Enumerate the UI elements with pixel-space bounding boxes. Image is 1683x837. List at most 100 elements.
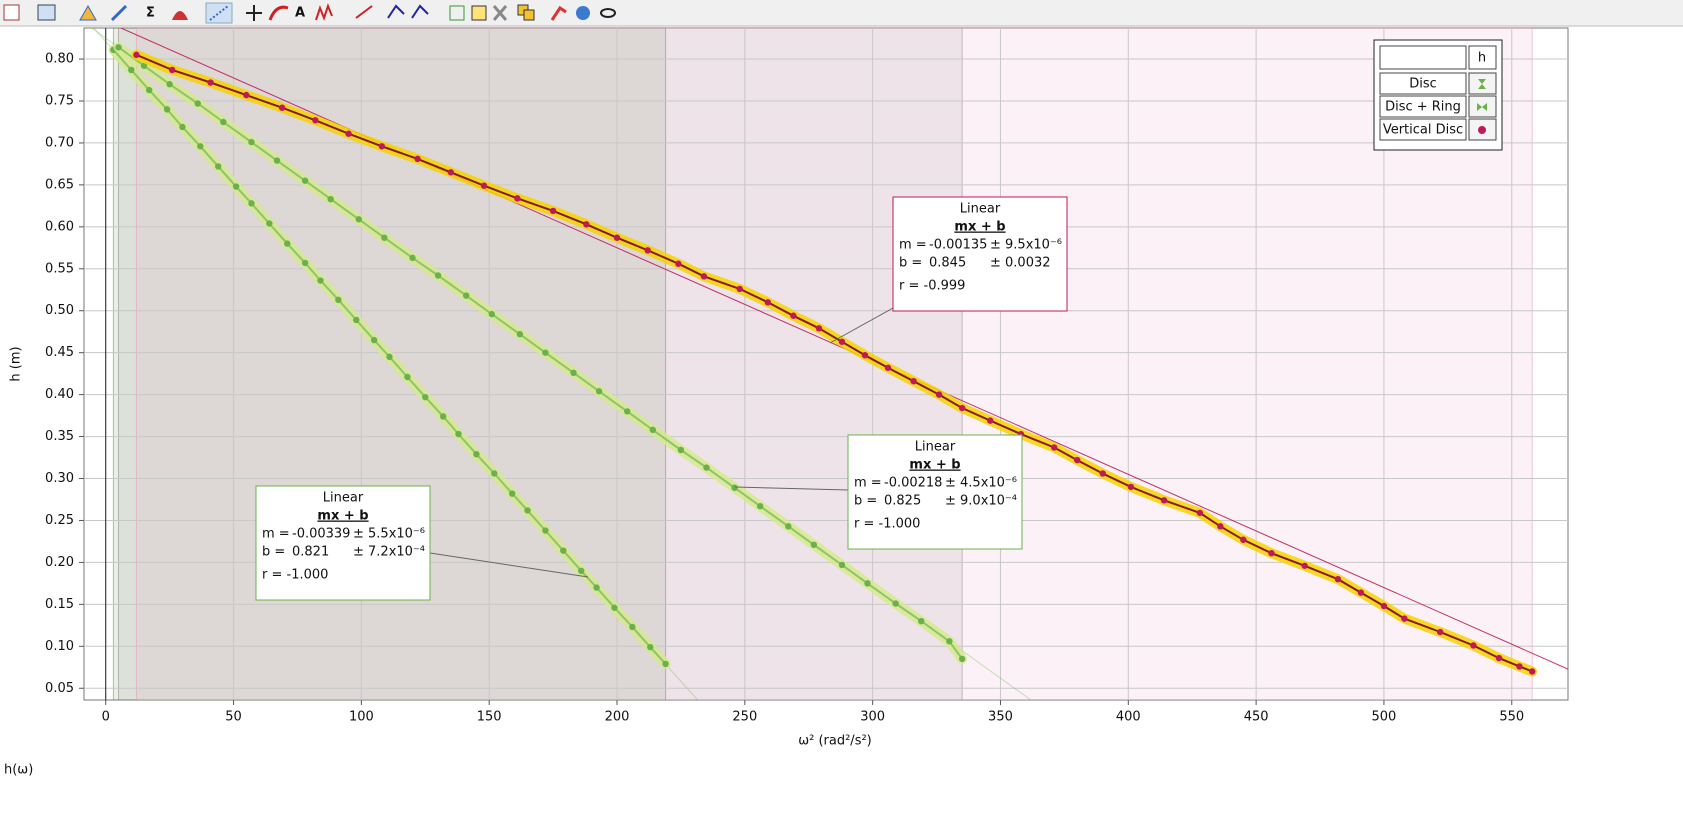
- legend-cell: [1468, 72, 1497, 95]
- data-point: [815, 325, 823, 332]
- tool-icon[interactable]: [550, 5, 567, 21]
- tool-icon[interactable]: [387, 4, 405, 19]
- data-point: [583, 221, 590, 228]
- data-point: [194, 100, 201, 107]
- fit-m-value: -0.00135: [929, 238, 987, 253]
- tool-icon[interactable]: [268, 5, 289, 21]
- x-tick-label: 400: [1116, 710, 1141, 725]
- data-point: [935, 391, 943, 398]
- x-axis-label: ω² (rad²/s²): [798, 734, 872, 749]
- tool-icon[interactable]: Σ: [146, 6, 155, 21]
- data-point: [301, 177, 309, 184]
- tool-icon[interactable]: [523, 9, 535, 21]
- x-tick-label: 150: [477, 710, 502, 725]
- data-point: [662, 660, 669, 668]
- legend-cell: [1379, 45, 1467, 70]
- y-tick-label: 0.30: [45, 471, 74, 486]
- data-point: [764, 299, 772, 306]
- data-point: [353, 316, 360, 324]
- x-tick-label: 500: [1372, 710, 1397, 725]
- data-point: [1196, 509, 1204, 517]
- tool-icon[interactable]: [205, 2, 233, 24]
- legend[interactable]: h Disc Disc + Ring Vertical Disc: [1373, 39, 1503, 151]
- fit-m-value: -0.00339: [292, 527, 350, 542]
- x-tick-label: 0: [102, 710, 110, 725]
- legend-header: h: [1478, 51, 1486, 66]
- tool-icon[interactable]: [411, 4, 429, 19]
- y-tick-label: 0.05: [45, 681, 74, 696]
- fit-m-value: -0.00218: [884, 476, 942, 491]
- data-point: [488, 310, 495, 318]
- data-point: [1357, 589, 1365, 596]
- data-point: [1470, 642, 1477, 649]
- tool-icon[interactable]: [246, 5, 262, 21]
- data-point: [1495, 654, 1503, 662]
- fit-r: r = -1.000: [262, 568, 328, 583]
- data-point: [785, 523, 792, 530]
- fit-b-value: 0.825: [884, 494, 921, 509]
- data-point: [491, 470, 498, 477]
- data-point: [381, 234, 388, 241]
- tool-icon[interactable]: [449, 5, 465, 21]
- fit-r: r = -1.000: [854, 517, 920, 532]
- y-tick-label: 0.75: [45, 93, 74, 108]
- data-point: [166, 81, 173, 88]
- data-point: [473, 450, 480, 458]
- fit-b-error: ± 0.0032: [990, 256, 1051, 271]
- x-tick-label: 200: [605, 710, 630, 725]
- tool-icon[interactable]: [576, 6, 590, 20]
- tool-icon[interactable]: [3, 4, 20, 21]
- data-point: [414, 155, 421, 163]
- tool-icon[interactable]: [172, 11, 188, 20]
- tool-icon[interactable]: [110, 4, 128, 22]
- data-point: [317, 277, 324, 284]
- data-point: [810, 541, 818, 548]
- data-point: [220, 118, 227, 126]
- data-point: [232, 183, 240, 190]
- data-point: [675, 260, 682, 267]
- x-tick-label: 250: [732, 710, 757, 725]
- fit-formula: mx + b: [317, 509, 368, 524]
- data-point: [312, 117, 319, 124]
- fit-m-label: m =: [899, 238, 927, 253]
- tool-icon[interactable]: [471, 5, 487, 21]
- data-point: [327, 195, 334, 203]
- tool-icon[interactable]: [315, 3, 333, 21]
- data-point: [140, 62, 148, 69]
- fit-box: Linear mx + b m = -0.00135 ± 9.5x10⁻⁶ b = 0.84…: [892, 196, 1068, 312]
- data-point: [243, 91, 250, 99]
- y-tick-label: 0.60: [45, 219, 74, 234]
- data-point: [861, 351, 869, 359]
- fit-title: Linear: [323, 491, 364, 506]
- data-point: [790, 312, 797, 319]
- data-point: [593, 584, 600, 591]
- fit-box-frame: [255, 485, 431, 601]
- data-point: [1050, 444, 1058, 451]
- data-point: [128, 66, 135, 74]
- data-point: [647, 643, 654, 651]
- tool-icon[interactable]: [355, 5, 373, 19]
- data-point: [731, 484, 738, 491]
- tool-icon[interactable]: [79, 4, 97, 21]
- fit-line: [119, 28, 1568, 670]
- data-point: [700, 273, 708, 280]
- fit-r: r = -0.999: [899, 279, 965, 294]
- data-point: [736, 285, 743, 293]
- fit-m-error: ± 4.5x10⁻⁶: [945, 476, 1017, 491]
- data-point: [1401, 615, 1408, 622]
- fit-b-value: 0.821: [292, 545, 329, 560]
- y-tick-label: 0.45: [45, 345, 74, 360]
- tool-icon[interactable]: [492, 5, 508, 21]
- legend-cell: [1468, 45, 1497, 70]
- data-point: [133, 51, 140, 59]
- data-point: [284, 240, 291, 247]
- fit-b-label: b =: [262, 545, 285, 560]
- toolbar-bg: [0, 0, 1683, 26]
- fit-box: Linear mx + b m = -0.00339 ± 5.5x10⁻⁶ b = 0.82…: [255, 485, 431, 601]
- data-point: [578, 567, 585, 575]
- tool-icon[interactable]: A: [295, 6, 305, 21]
- tool-icon[interactable]: [37, 4, 56, 21]
- tool-icon[interactable]: [600, 8, 616, 18]
- data-point: [1240, 536, 1247, 543]
